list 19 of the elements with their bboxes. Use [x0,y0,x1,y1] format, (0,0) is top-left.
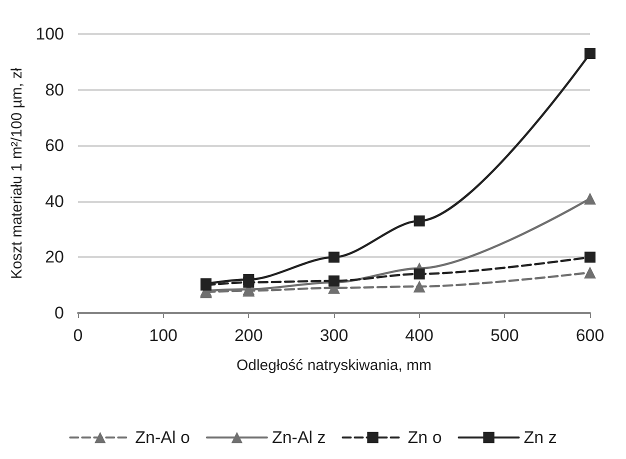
legend-label: Zn z [524,428,557,447]
x-axis-title: Odległość natryskiwania, mm [236,357,432,374]
x-tick-label: 300 [320,326,348,345]
y-tick-label: 100 [36,24,64,44]
x-tick-label: 0 [73,326,83,345]
legend-label: Zn-Al o [135,428,190,447]
x-tick-label: 500 [490,326,519,345]
y-axis-title: Koszt materiału 1 m²/100 µm, zł [8,67,26,280]
x-tick-label: 200 [234,326,263,345]
y-tick-label: 40 [45,192,64,211]
legend-label: Zn-Al z [272,428,326,447]
x-tick-label: 100 [149,326,178,345]
legend-label: Zn o [408,428,442,447]
x-tick-label: 600 [576,326,604,345]
y-tick-label: 60 [45,136,64,156]
y-tick-label: 20 [45,248,64,267]
y-tick-label: 0 [54,304,64,322]
y-tick-label: 80 [45,80,64,100]
x-tick-label: 400 [405,326,434,345]
